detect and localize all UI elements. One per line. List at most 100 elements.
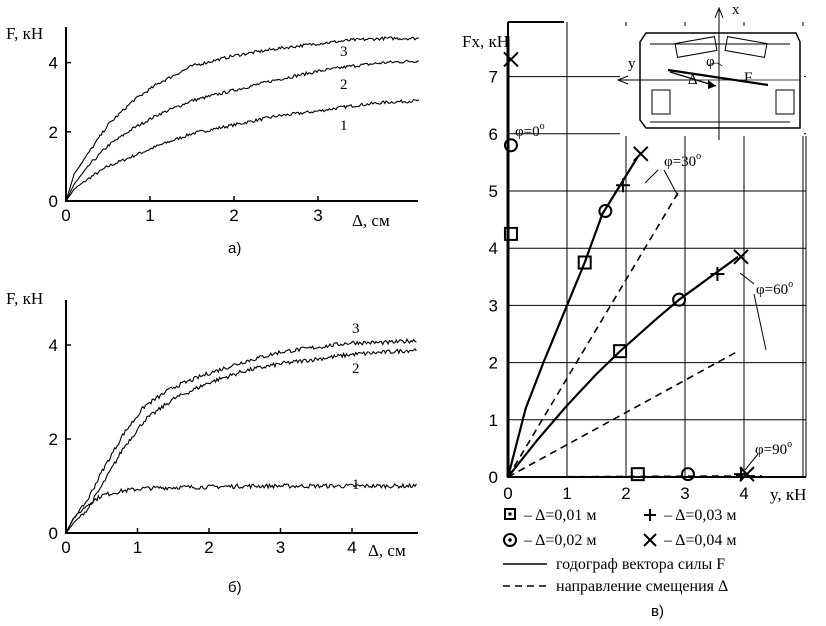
point-square <box>613 344 628 359</box>
svg-text:направление смещения Δ: направление смещения Δ <box>556 578 728 595</box>
seat-left <box>674 36 718 58</box>
angle-label-30: φ=30o <box>644 151 701 197</box>
ytick-label-c: 3 <box>489 296 498 315</box>
point-square <box>503 226 518 241</box>
panel-c: Fx, кН y, кН в) 0 1 2 3 4 0 1 2 3 4 5 6 7 φ=0o φ=30o… <box>462 2 807 620</box>
force-vector <box>667 68 769 87</box>
panel-c-caption: в) <box>651 603 664 620</box>
vehicle-outline <box>639 32 801 129</box>
xtick-label-c: 2 <box>621 484 630 503</box>
panel-a: F, кН Δ, см а) 0 1 2 3 0 2 4 1 2 3 <box>6 24 420 257</box>
xtick-label-b: 2 <box>204 538 213 557</box>
series-a-3 <box>65 36 419 202</box>
series-label-a-1: 1 <box>340 118 348 134</box>
xtick-label-a: 0 <box>61 206 70 225</box>
inset-delta-label: Δ <box>688 72 698 88</box>
point-circle <box>598 204 613 219</box>
series-label-a-3: 3 <box>340 44 348 60</box>
ytick-label-c: 6 <box>489 125 498 144</box>
ytick-label-c: 5 <box>489 182 498 201</box>
xtick-label-a: 2 <box>229 206 238 225</box>
inset-phi-label: φ <box>706 54 715 70</box>
ytick-label-c: 4 <box>489 239 498 258</box>
point-cross <box>633 146 649 162</box>
panel-c-ylabel: Fx, кН <box>462 32 509 51</box>
point-plus <box>616 178 631 193</box>
point-circle <box>672 292 687 307</box>
hodograph-1 <box>506 156 639 478</box>
legend-item-shift: направление смещения Δ <box>503 578 728 595</box>
xtick-label-c: 3 <box>680 484 689 503</box>
ytick-label-b: 0 <box>49 524 58 543</box>
xtick-label-a: 1 <box>145 206 154 225</box>
ytick-label-b: 2 <box>49 430 58 449</box>
vehicle-inset-diagram: x y φ Δ F <box>616 2 804 140</box>
series-b-1 <box>65 482 417 534</box>
angle-label-0: φ=0o <box>515 121 545 140</box>
series-b-2 <box>65 348 417 534</box>
xtick-label-c: 0 <box>503 484 512 503</box>
hodograph-2 <box>507 255 739 478</box>
ytick-label-c: 2 <box>489 354 498 373</box>
legend-item-cross: – Δ=0,04 м <box>643 532 737 549</box>
svg-text:φ=30o: φ=30o <box>664 151 701 170</box>
series-label-b-3: 3 <box>352 321 360 337</box>
svg-text:φ=0o: φ=0o <box>515 121 545 140</box>
svg-text:– Δ=0,02 м: – Δ=0,02 м <box>523 532 597 549</box>
inset-y-label: y <box>628 56 636 72</box>
ytick-label-b: 4 <box>49 336 58 355</box>
ytick-label-a: 2 <box>49 123 58 142</box>
xtick-label-c: 4 <box>739 484 748 503</box>
xtick-label-c: 1 <box>562 484 571 503</box>
svg-text:– Δ=0,01 м: – Δ=0,01 м <box>523 507 597 524</box>
panel-c-xlabel: y, кН <box>770 485 806 504</box>
xtick-label-a: 3 <box>313 206 322 225</box>
ytick-label-a: 0 <box>49 192 58 211</box>
panel-b: F, кН Δ, см б) 0 1 2 3 4 0 2 4 1 2 3 <box>6 289 418 596</box>
series-label-b-1: 1 <box>352 477 360 493</box>
series-label-b-2: 2 <box>352 361 360 377</box>
point-circle <box>503 138 518 153</box>
panel-a-caption: а) <box>228 240 241 257</box>
xtick-label-b: 3 <box>276 538 285 557</box>
ytick-label-c: 1 <box>489 411 498 430</box>
legend-item-square: – Δ=0,01 м <box>504 507 597 524</box>
point-circle <box>680 467 695 482</box>
svg-text:годограф вектора силы F: годограф вектора силы F <box>556 556 725 573</box>
panel-b-ylabel: F, кН <box>6 289 43 308</box>
ytick-label-c: 0 <box>489 468 498 487</box>
panel-a-axes <box>65 27 418 202</box>
angle-label-90: φ=90o <box>744 439 792 471</box>
shift-direction-90 <box>507 475 762 478</box>
inset-x-label: x <box>732 2 740 18</box>
seat-right <box>724 36 768 58</box>
svg-text:φ=60o: φ=60o <box>756 279 793 298</box>
shift-direction-0 <box>507 190 680 478</box>
inset-force-label: F <box>744 70 752 86</box>
point-cross <box>503 51 519 68</box>
legend: – Δ=0,01 м – Δ=0,03 м – Δ=0,02 м – Δ=0,0… <box>503 507 737 595</box>
legend-item-hodograph: годограф вектора силы F <box>503 556 725 573</box>
xtick-label-b: 4 <box>347 538 356 557</box>
series-a-2 <box>65 59 419 202</box>
panel-b-xlabel: Δ, см <box>368 541 406 560</box>
ytick-label-c: 7 <box>489 68 498 87</box>
panel-a-xlabel: Δ, см <box>352 211 390 230</box>
svg-text:– Δ=0,03 м: – Δ=0,03 м <box>663 507 737 524</box>
panel-b-axes <box>65 300 418 534</box>
point-cross <box>733 249 749 265</box>
svg-text:φ=90o: φ=90o <box>755 439 792 458</box>
legend-item-circle: – Δ=0,02 м <box>503 532 597 549</box>
panel-a-ylabel: F, кН <box>6 24 43 43</box>
svg-text:– Δ=0,04 м: – Δ=0,04 м <box>663 532 737 549</box>
series-label-a-2: 2 <box>340 77 348 93</box>
angle-label-60: φ=60o <box>739 272 793 351</box>
ytick-label-a: 4 <box>49 54 58 73</box>
series-a-1 <box>65 98 420 202</box>
point-square <box>630 467 645 482</box>
point-square <box>577 255 592 270</box>
series-b-3 <box>65 337 417 534</box>
shift-direction-1 <box>507 350 739 478</box>
panel-b-caption: б) <box>228 579 242 596</box>
